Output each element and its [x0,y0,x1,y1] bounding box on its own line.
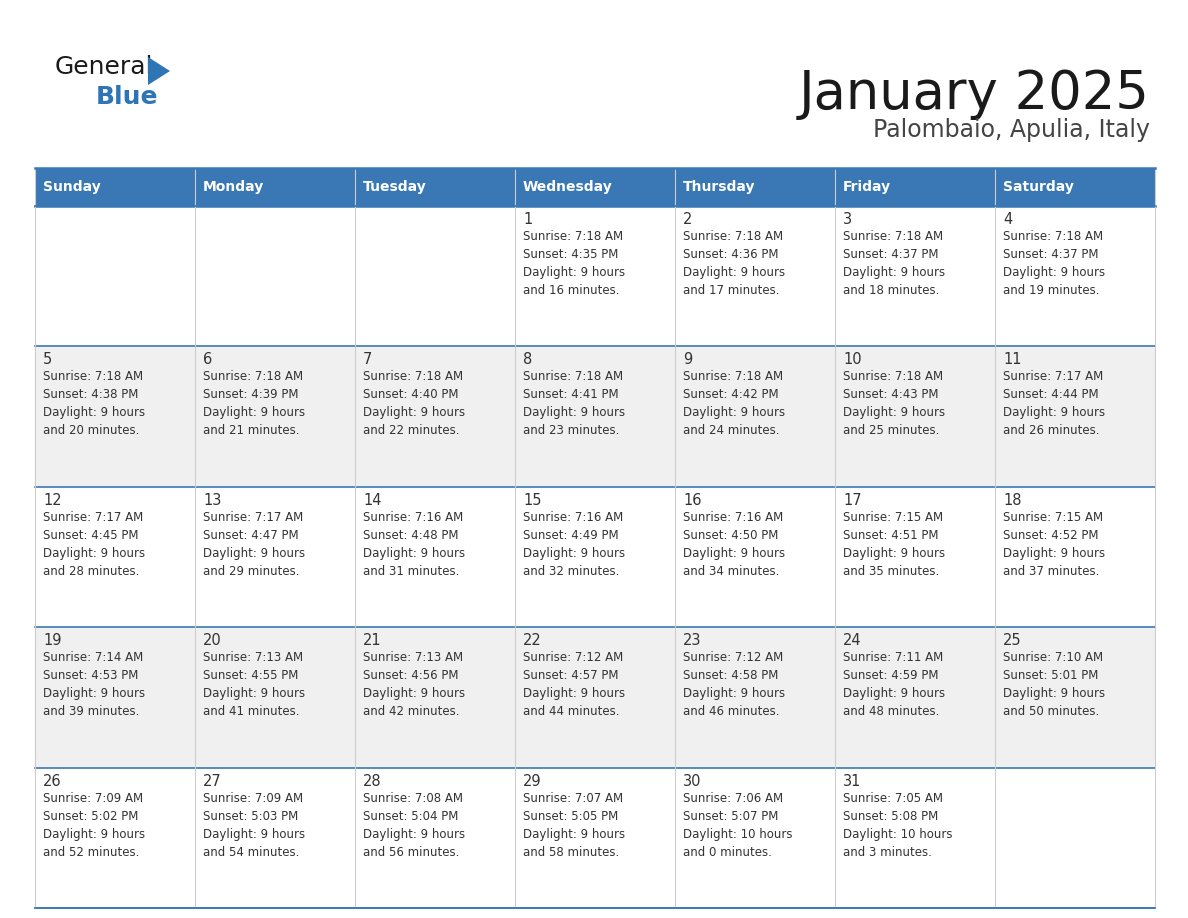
Text: Sunrise: 7:18 AM
Sunset: 4:37 PM
Daylight: 9 hours
and 19 minutes.: Sunrise: 7:18 AM Sunset: 4:37 PM Dayligh… [1003,230,1105,297]
Text: Saturday: Saturday [1003,180,1074,194]
Bar [34,206,1155,346]
Text: 8: 8 [523,353,532,367]
Text: 7: 7 [364,353,372,367]
Text: 24: 24 [843,633,861,648]
Text: 12: 12 [43,493,62,508]
Text: Sunday: Sunday [43,180,101,194]
Text: Sunrise: 7:16 AM
Sunset: 4:48 PM
Daylight: 9 hours
and 31 minutes.: Sunrise: 7:16 AM Sunset: 4:48 PM Dayligh… [364,510,466,577]
Text: 22: 22 [523,633,542,648]
Text: 18: 18 [1003,493,1022,508]
Text: 31: 31 [843,774,861,789]
Text: 13: 13 [203,493,221,508]
Text: 15: 15 [523,493,542,508]
Text: Sunrise: 7:12 AM
Sunset: 4:58 PM
Daylight: 9 hours
and 46 minutes.: Sunrise: 7:12 AM Sunset: 4:58 PM Dayligh… [683,651,785,718]
Text: 23: 23 [683,633,701,648]
Text: Sunrise: 7:17 AM
Sunset: 4:47 PM
Daylight: 9 hours
and 29 minutes.: Sunrise: 7:17 AM Sunset: 4:47 PM Dayligh… [203,510,305,577]
Text: Blue: Blue [96,85,158,109]
Text: 4: 4 [1003,212,1012,227]
Text: Sunrise: 7:18 AM
Sunset: 4:36 PM
Daylight: 9 hours
and 17 minutes.: Sunrise: 7:18 AM Sunset: 4:36 PM Dayligh… [683,230,785,297]
Text: Sunrise: 7:17 AM
Sunset: 4:44 PM
Daylight: 9 hours
and 26 minutes.: Sunrise: 7:17 AM Sunset: 4:44 PM Dayligh… [1003,370,1105,437]
Bar [34,168,195,206]
Text: 9: 9 [683,353,693,367]
Text: 20: 20 [203,633,222,648]
Bar [195,168,355,206]
Bar [34,346,1155,487]
Text: 19: 19 [43,633,62,648]
Text: 26: 26 [43,774,62,789]
Text: 3: 3 [843,212,852,227]
Text: Sunrise: 7:14 AM
Sunset: 4:53 PM
Daylight: 9 hours
and 39 minutes.: Sunrise: 7:14 AM Sunset: 4:53 PM Dayligh… [43,651,145,718]
Text: Sunrise: 7:18 AM
Sunset: 4:42 PM
Daylight: 9 hours
and 24 minutes.: Sunrise: 7:18 AM Sunset: 4:42 PM Dayligh… [683,370,785,437]
Text: Sunrise: 7:18 AM
Sunset: 4:43 PM
Daylight: 9 hours
and 25 minutes.: Sunrise: 7:18 AM Sunset: 4:43 PM Dayligh… [843,370,946,437]
Text: Sunrise: 7:17 AM
Sunset: 4:45 PM
Daylight: 9 hours
and 28 minutes.: Sunrise: 7:17 AM Sunset: 4:45 PM Dayligh… [43,510,145,577]
Text: 17: 17 [843,493,861,508]
Text: 2: 2 [683,212,693,227]
Text: 1: 1 [523,212,532,227]
Text: Sunrise: 7:06 AM
Sunset: 5:07 PM
Daylight: 10 hours
and 0 minutes.: Sunrise: 7:06 AM Sunset: 5:07 PM Dayligh… [683,791,792,858]
Text: Sunrise: 7:05 AM
Sunset: 5:08 PM
Daylight: 10 hours
and 3 minutes.: Sunrise: 7:05 AM Sunset: 5:08 PM Dayligh… [843,791,953,858]
Text: Sunrise: 7:09 AM
Sunset: 5:02 PM
Daylight: 9 hours
and 52 minutes.: Sunrise: 7:09 AM Sunset: 5:02 PM Dayligh… [43,791,145,858]
Text: 14: 14 [364,493,381,508]
Text: Sunrise: 7:15 AM
Sunset: 4:51 PM
Daylight: 9 hours
and 35 minutes.: Sunrise: 7:15 AM Sunset: 4:51 PM Dayligh… [843,510,946,577]
Text: Monday: Monday [203,180,264,194]
Text: Sunrise: 7:09 AM
Sunset: 5:03 PM
Daylight: 9 hours
and 54 minutes.: Sunrise: 7:09 AM Sunset: 5:03 PM Dayligh… [203,791,305,858]
Bar [34,487,1155,627]
Text: Sunrise: 7:11 AM
Sunset: 4:59 PM
Daylight: 9 hours
and 48 minutes.: Sunrise: 7:11 AM Sunset: 4:59 PM Dayligh… [843,651,946,718]
Text: Wednesday: Wednesday [523,180,613,194]
Text: Sunrise: 7:18 AM
Sunset: 4:38 PM
Daylight: 9 hours
and 20 minutes.: Sunrise: 7:18 AM Sunset: 4:38 PM Dayligh… [43,370,145,437]
Bar [34,767,1155,908]
Bar [355,168,516,206]
Text: Sunrise: 7:13 AM
Sunset: 4:56 PM
Daylight: 9 hours
and 42 minutes.: Sunrise: 7:13 AM Sunset: 4:56 PM Dayligh… [364,651,466,718]
Text: 6: 6 [203,353,213,367]
Text: Thursday: Thursday [683,180,756,194]
Text: Sunrise: 7:18 AM
Sunset: 4:41 PM
Daylight: 9 hours
and 23 minutes.: Sunrise: 7:18 AM Sunset: 4:41 PM Dayligh… [523,370,625,437]
Text: Sunrise: 7:18 AM
Sunset: 4:39 PM
Daylight: 9 hours
and 21 minutes.: Sunrise: 7:18 AM Sunset: 4:39 PM Dayligh… [203,370,305,437]
Text: Friday: Friday [843,180,891,194]
Text: Sunrise: 7:18 AM
Sunset: 4:35 PM
Daylight: 9 hours
and 16 minutes.: Sunrise: 7:18 AM Sunset: 4:35 PM Dayligh… [523,230,625,297]
Bar [516,168,675,206]
Text: 16: 16 [683,493,701,508]
Text: Palombaio, Apulia, Italy: Palombaio, Apulia, Italy [873,118,1150,142]
Text: 28: 28 [364,774,381,789]
Bar [675,168,835,206]
Text: 30: 30 [683,774,701,789]
Text: Sunrise: 7:16 AM
Sunset: 4:50 PM
Daylight: 9 hours
and 34 minutes.: Sunrise: 7:16 AM Sunset: 4:50 PM Dayligh… [683,510,785,577]
Text: Sunrise: 7:10 AM
Sunset: 5:01 PM
Daylight: 9 hours
and 50 minutes.: Sunrise: 7:10 AM Sunset: 5:01 PM Dayligh… [1003,651,1105,718]
Bar [996,168,1155,206]
Text: Sunrise: 7:18 AM
Sunset: 4:37 PM
Daylight: 9 hours
and 18 minutes.: Sunrise: 7:18 AM Sunset: 4:37 PM Dayligh… [843,230,946,297]
Text: 10: 10 [843,353,861,367]
Text: Sunrise: 7:15 AM
Sunset: 4:52 PM
Daylight: 9 hours
and 37 minutes.: Sunrise: 7:15 AM Sunset: 4:52 PM Dayligh… [1003,510,1105,577]
Text: Sunrise: 7:16 AM
Sunset: 4:49 PM
Daylight: 9 hours
and 32 minutes.: Sunrise: 7:16 AM Sunset: 4:49 PM Dayligh… [523,510,625,577]
Text: 27: 27 [203,774,222,789]
Text: 5: 5 [43,353,52,367]
Text: 29: 29 [523,774,542,789]
Text: General: General [55,55,153,79]
Text: January 2025: January 2025 [800,68,1150,120]
Text: Sunrise: 7:08 AM
Sunset: 5:04 PM
Daylight: 9 hours
and 56 minutes.: Sunrise: 7:08 AM Sunset: 5:04 PM Dayligh… [364,791,466,858]
Bar [34,627,1155,767]
Text: Sunrise: 7:12 AM
Sunset: 4:57 PM
Daylight: 9 hours
and 44 minutes.: Sunrise: 7:12 AM Sunset: 4:57 PM Dayligh… [523,651,625,718]
Text: Sunrise: 7:18 AM
Sunset: 4:40 PM
Daylight: 9 hours
and 22 minutes.: Sunrise: 7:18 AM Sunset: 4:40 PM Dayligh… [364,370,466,437]
Polygon shape [148,57,170,85]
Text: Sunrise: 7:13 AM
Sunset: 4:55 PM
Daylight: 9 hours
and 41 minutes.: Sunrise: 7:13 AM Sunset: 4:55 PM Dayligh… [203,651,305,718]
Text: Tuesday: Tuesday [364,180,426,194]
Bar [835,168,996,206]
Text: 11: 11 [1003,353,1022,367]
Text: Sunrise: 7:07 AM
Sunset: 5:05 PM
Daylight: 9 hours
and 58 minutes.: Sunrise: 7:07 AM Sunset: 5:05 PM Dayligh… [523,791,625,858]
Text: 21: 21 [364,633,381,648]
Text: 25: 25 [1003,633,1022,648]
